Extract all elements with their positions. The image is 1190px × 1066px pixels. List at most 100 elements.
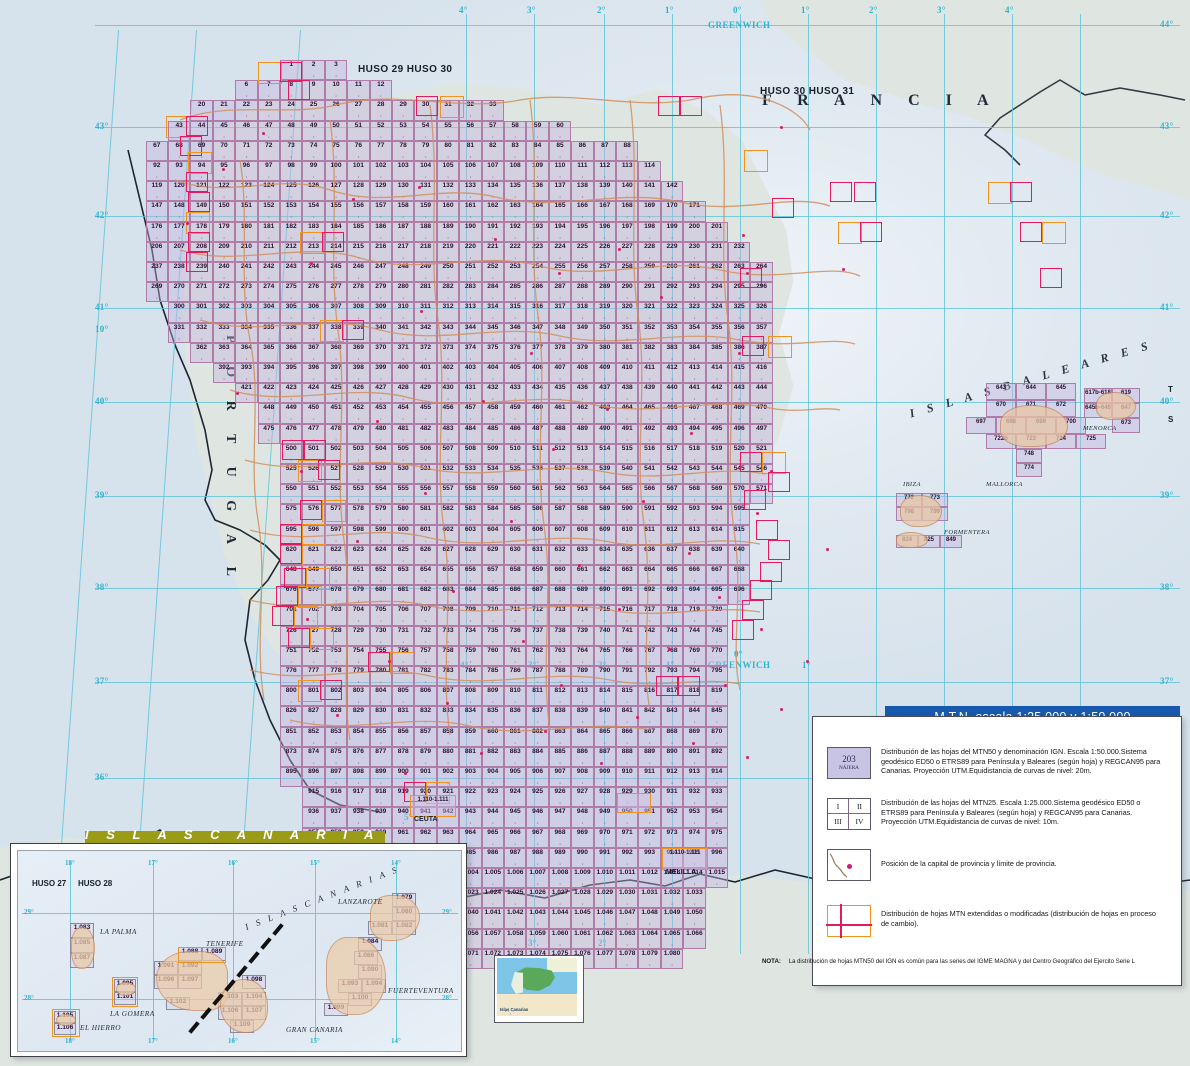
mtn50-sheet-cell[interactable]: 892: [705, 746, 728, 767]
mtn50-sheet-cell[interactable]: 181 ▪: [257, 221, 280, 242]
mtn50-sheet-cell[interactable]: 944 ▪: [481, 807, 504, 828]
mtn50-sheet-cell[interactable]: 544 ▪: [705, 464, 728, 485]
mtn50-sheet-cell[interactable]: 563 ▪: [571, 484, 594, 505]
mtn50-sheet-cell[interactable]: 396 ▪: [302, 363, 325, 384]
mtn50-sheet-cell[interactable]: 303 ▪: [235, 302, 258, 323]
mtn50-sheet-cell[interactable]: 231: [705, 241, 728, 262]
mtn50-sheet-cell[interactable]: 271: [190, 282, 213, 303]
mtn50-sheet-cell[interactable]: 992 ▪: [616, 847, 639, 868]
mtn50-sheet-cell[interactable]: 470 ▪: [750, 403, 773, 424]
mtn50-sheet-cell[interactable]: 865 ▪: [593, 726, 616, 747]
mtn50-sheet-cell[interactable]: 224 ▪: [548, 241, 572, 262]
extended-sheet-outline[interactable]: [186, 212, 210, 234]
mtn50-sheet-cell[interactable]: 476 ▪: [280, 423, 303, 444]
extended-sheet-outline[interactable]: [188, 152, 212, 174]
mtn50-sheet-cell[interactable]: 623 ▪: [347, 544, 370, 565]
mtn50-sheet-cell[interactable]: 70 ▪: [212, 140, 236, 161]
mtn50-sheet-cell[interactable]: 495 ▪: [705, 423, 728, 444]
mtn50-sheet-cell[interactable]: 1.063 ▪: [616, 928, 639, 949]
mtn50-sheet-cell[interactable]: 217 ▪: [392, 241, 415, 262]
mtn50-sheet-cell[interactable]: 401 ▪: [414, 363, 437, 384]
mtn50-sheet-cell[interactable]: 507 ▪: [436, 443, 460, 464]
mtn50-sheet-cell[interactable]: 367 ▪: [302, 342, 325, 363]
mtn50-sheet-cell[interactable]: 633 ▪: [571, 544, 594, 565]
mtn50-sheet-cell[interactable]: 142 ▪: [660, 181, 684, 202]
mtn50-sheet-cell[interactable]: 631 ▪: [526, 544, 549, 565]
mtn50-sheet-cell[interactable]: 137 ▪: [548, 181, 572, 202]
mtn50-sheet-cell[interactable]: 917 ▪: [347, 787, 370, 808]
mtn50-sheet-cell[interactable]: 553 ▪: [347, 484, 370, 505]
mtn50-sheet-cell[interactable]: 689 ▪: [571, 585, 594, 606]
mtn50-sheet-cell[interactable]: 463 ▪: [593, 403, 616, 424]
mtn50-sheet-cell[interactable]: 405: [504, 363, 527, 384]
mtn50-sheet-cell[interactable]: 812 ▪: [548, 686, 572, 707]
mtn50-sheet-cell[interactable]: 21: [212, 100, 236, 121]
mtn50-sheet-cell[interactable]: 509: [481, 443, 504, 464]
mtn50-sheet-cell[interactable]: 1.048 ▪: [638, 908, 661, 929]
mtn50-sheet-cell[interactable]: 481 ▪: [392, 423, 415, 444]
mtn50-sheet-cell[interactable]: 454 ▪: [392, 403, 415, 424]
mtn50-sheet-cell[interactable]: 919 ▪: [392, 787, 415, 808]
mtn50-sheet-cell[interactable]: 351 ▪: [616, 322, 639, 343]
mtn50-sheet-cell[interactable]: 439: [638, 383, 661, 404]
mtn25-sheet-outline[interactable]: [1040, 268, 1062, 288]
mtn50-sheet-cell[interactable]: 715 ▪: [593, 605, 616, 626]
mtn50-sheet-cell[interactable]: 373 ▪: [436, 342, 460, 363]
mtn50-sheet-cell[interactable]: 635 ▪: [616, 544, 639, 565]
mtn50-sheet-cell[interactable]: 789 ▪: [571, 666, 594, 687]
mtn50-sheet-cell[interactable]: 1.077: [593, 948, 616, 969]
mtn25-sheet-outline[interactable]: [284, 568, 306, 588]
mtn50-sheet-cell[interactable]: 220 ▪: [459, 241, 482, 262]
mtn50-sheet-cell[interactable]: 321 ▪: [638, 302, 661, 323]
mtn50-sheet-cell[interactable]: 346 ▪: [504, 322, 527, 343]
mtn50-sheet-cell[interactable]: 147 ▪: [145, 201, 168, 222]
mtn50-sheet-cell[interactable]: 884 ▪: [526, 746, 549, 767]
mtn25-sheet-outline[interactable]: [1020, 222, 1042, 242]
mtn50-sheet-cell[interactable]: 109 ▪: [526, 161, 549, 182]
mtn50-sheet-cell[interactable]: 855 ▪: [369, 726, 392, 747]
mtn50-sheet-cell[interactable]: 257 ▪: [593, 262, 616, 283]
mtn50-sheet-cell[interactable]: 291: [638, 282, 661, 303]
mtn50-sheet-cell[interactable]: 251 ▪: [459, 262, 482, 283]
mtn50-sheet-cell[interactable]: 1.011: [616, 868, 639, 889]
mtn50-sheet-cell[interactable]: 130 ▪: [392, 181, 415, 202]
mtn50-sheet-cell[interactable]: 864: [571, 726, 594, 747]
mtn50-sheet-cell[interactable]: 870 ▪: [705, 726, 728, 747]
mtn50-sheet-cell[interactable]: 602 ▪: [436, 524, 460, 545]
mtn50-sheet-cell[interactable]: 567 ▪: [660, 484, 684, 505]
mtn50-sheet-cell[interactable]: 407 ▪: [548, 363, 572, 384]
mtn50-sheet-cell[interactable]: 113: [616, 161, 639, 182]
mtn25-sheet-outline[interactable]: [740, 452, 762, 472]
mtn50-sheet-cell[interactable]: 456: [436, 403, 460, 424]
mtn50-sheet-cell[interactable]: 409 ▪: [593, 363, 616, 384]
mtn50-sheet-cell[interactable]: 199 ▪: [660, 221, 684, 242]
mtn50-sheet-cell[interactable]: 229 ▪: [660, 241, 684, 262]
mtn50-sheet-cell[interactable]: 1.014 ▪: [683, 868, 706, 889]
mtn50-sheet-cell[interactable]: 731 ▪: [392, 625, 415, 646]
mtn50-sheet-cell[interactable]: 1.078 ▪: [616, 948, 639, 969]
mtn50-sheet-cell[interactable]: 530: [392, 464, 415, 485]
enclave-sheet-box[interactable]: 1.110-1.111: [410, 795, 456, 817]
mtn50-sheet-cell[interactable]: 400: [392, 363, 415, 384]
mtn50-sheet-cell[interactable]: 490 ▪: [593, 423, 616, 444]
mtn50-sheet-cell[interactable]: 292 ▪: [660, 282, 684, 303]
mtn50-sheet-cell[interactable]: 727 ▪: [302, 625, 325, 646]
mtn50-sheet-cell[interactable]: 262 ▪: [705, 262, 728, 283]
mtn25-sheet-outline[interactable]: [186, 172, 208, 192]
mtn50-sheet-cell[interactable]: 591 ▪: [638, 504, 661, 525]
mtn50-sheet-cell[interactable]: 364 ▪: [235, 342, 258, 363]
mtn50-sheet-cell[interactable]: 969: [571, 827, 594, 848]
canarias-extended-outline[interactable]: [52, 1009, 80, 1037]
mtn50-sheet-cell[interactable]: 47 ▪: [257, 120, 280, 141]
mtn50-sheet-cell[interactable]: 87: [593, 140, 616, 161]
mtn50-sheet-cell[interactable]: 306 ▪: [302, 302, 325, 323]
mtn50-sheet-cell[interactable]: 462 ▪: [571, 403, 594, 424]
mtn50-sheet-cell[interactable]: 584 ▪: [481, 504, 504, 525]
mtn50-sheet-cell[interactable]: 23 ▪: [257, 100, 280, 121]
mtn50-sheet-cell[interactable]: 112 ▪: [593, 161, 616, 182]
mtn50-sheet-cell[interactable]: 460 ▪: [526, 403, 549, 424]
mtn50-sheet-cell[interactable]: 483 ▪: [436, 423, 460, 444]
mtn50-sheet-cell[interactable]: 587: [548, 504, 572, 525]
mtn50-sheet-cell[interactable]: 362 ▪: [190, 342, 213, 363]
mtn50-sheet-cell[interactable]: 331 ▪: [168, 322, 191, 343]
